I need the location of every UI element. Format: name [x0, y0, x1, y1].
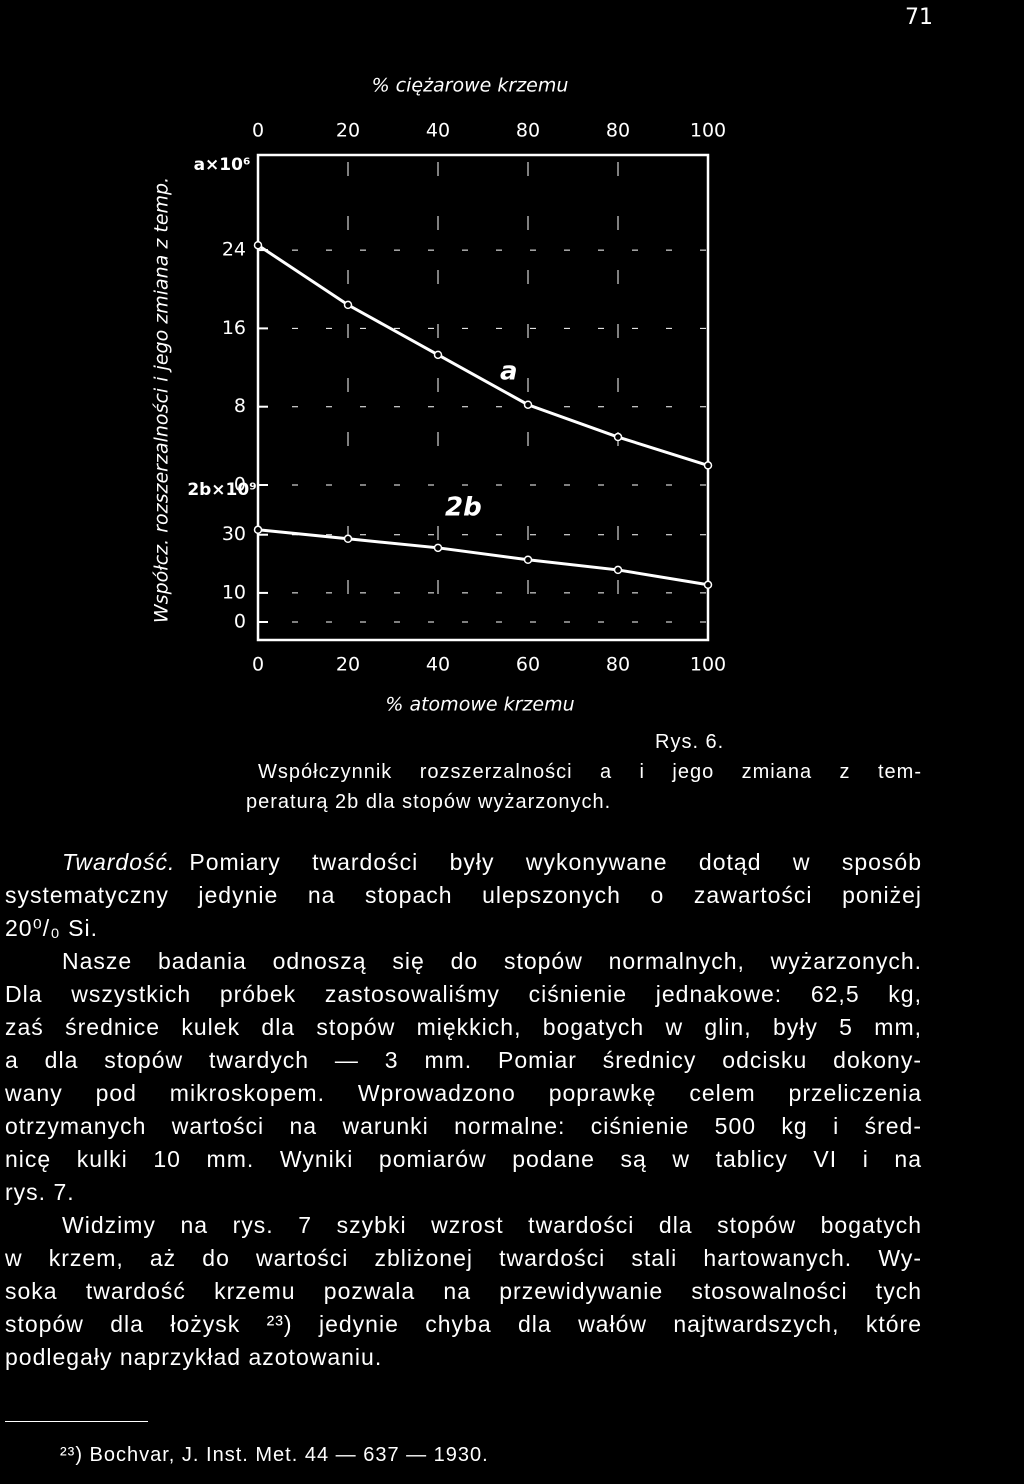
text-line: a dla stopów twardych — 3 mm. Pomiar śre…	[5, 1045, 922, 1075]
line-text: podlegały naprzykład azotowaniu.	[5, 1344, 383, 1370]
x2-axis-label: % ciężarowe krzemu	[372, 75, 569, 97]
text-line: podlegały naprzykład azotowaniu.	[5, 1342, 922, 1372]
x-tick-label: 0	[252, 654, 264, 676]
line-text: rys. 7.	[5, 1179, 75, 1205]
text-line: Nasze badania odnoszą się do stopów norm…	[62, 946, 922, 976]
line-text: systematyczny jedynie na stopach ulepszo…	[5, 882, 922, 908]
line-text: soka twardość krzemu pozwala na przewidy…	[5, 1278, 922, 1304]
line-text: zaś średnice kulek dla stopów miękkich, …	[5, 1014, 922, 1040]
data-point	[343, 300, 353, 310]
curve-annotation: a	[500, 357, 518, 387]
data-point	[253, 525, 263, 535]
x2-tick-label: 40	[426, 120, 450, 142]
x2-tick-label: 80	[606, 120, 630, 142]
data-point	[433, 543, 443, 553]
x2-tick-label: 100	[690, 120, 726, 142]
y-tick-label: 16	[222, 317, 246, 339]
data-point	[343, 534, 353, 544]
figure-label: Rys. 6.	[655, 731, 725, 753]
data-point	[703, 461, 713, 470]
y-axis-label: 2b×10⁹	[187, 480, 256, 500]
text-line: w krzem, aż do wartości zbliżonej twardo…	[5, 1243, 922, 1273]
footnote-rule	[5, 1421, 148, 1422]
y-tick-label: 30	[222, 523, 246, 545]
data-point	[523, 555, 533, 564]
data-point	[703, 580, 713, 590]
y-axis-label: a×10⁶	[194, 155, 251, 175]
text-line: nicę kulki 10 mm. Wyniki pomiarów podane…	[5, 1144, 922, 1174]
line-text: otrzymanych wartości na warunki normalne…	[5, 1113, 922, 1139]
text-line: systematyczny jedynie na stopach ulepszo…	[5, 880, 922, 910]
caption-line: peraturą 2b dla stopów wyżarzonych.	[246, 791, 612, 813]
x-tick-label: 100	[690, 654, 726, 676]
section-lead: Twardość.	[62, 849, 176, 875]
text-line: Dla wszystkich próbek zastosowaliśmy ciś…	[5, 979, 922, 1009]
text-line: zaś średnice kulek dla stopów miękkich, …	[5, 1012, 922, 1042]
footnote: ²³) Bochvar, J. Inst. Met. 44 — 637 — 19…	[60, 1444, 489, 1466]
text-line: Widzimy na rys. 7 szybki wzrost twardośc…	[62, 1210, 922, 1240]
y-tick-label: 8	[234, 395, 246, 417]
data-line	[257, 528, 709, 587]
text-line: soka twardość krzemu pozwala na przewidy…	[5, 1276, 922, 1306]
line-text: Widzimy na rys. 7 szybki wzrost twardośc…	[62, 1212, 922, 1238]
plot-frame	[256, 153, 710, 642]
line-text: Pomiary twardości były wykonywane dotąd …	[189, 849, 922, 875]
line-text: 20⁰/₀ Si.	[5, 915, 98, 941]
x-tick-label: 40	[426, 654, 450, 676]
text-line: Twardość. Pomiary twardości były wykonywa…	[62, 847, 922, 877]
curve-annotation: 2b	[445, 493, 482, 523]
text-line: stopów dla łożysk ²³) jedynie chyba dla …	[5, 1309, 922, 1339]
data-point	[613, 432, 623, 442]
line-text: stopów dla łożysk ²³) jedynie chyba dla …	[5, 1311, 922, 1337]
caption-line: Współczynnik rozszerzalności a i jego zm…	[258, 761, 922, 783]
text-line: wany pod mikroskopem. Wprowadzono popraw…	[5, 1078, 922, 1108]
text-line: otrzymanych wartości na warunki normalne…	[5, 1111, 922, 1141]
data-point	[523, 400, 533, 409]
x2-tick-label: 20	[336, 120, 360, 142]
x-tick-label: 20	[336, 654, 360, 676]
line-text: a dla stopów twardych — 3 mm. Pomiar śre…	[5, 1047, 922, 1073]
y-tick-label: 24	[222, 239, 246, 261]
line-text: Nasze badania odnoszą się do stopów norm…	[62, 948, 922, 974]
y-tick-label: 0	[234, 474, 246, 496]
data-line	[257, 243, 709, 467]
line-text: wany pod mikroskopem. Wprowadzono popraw…	[5, 1080, 922, 1106]
x-tick-label: 80	[606, 654, 630, 676]
x-tick-label: 60	[516, 654, 540, 676]
line-text: w krzem, aż do wartości zbliżonej twardo…	[5, 1245, 922, 1271]
line-text: nicę kulki 10 mm. Wyniki pomiarów podane…	[5, 1146, 922, 1172]
text-line: 20⁰/₀ Si.	[5, 913, 922, 943]
y-tick-label: 0	[234, 611, 246, 633]
side-title: Współcz. rozszerzalności i jego zmiana z…	[151, 177, 173, 623]
line-text: Dla wszystkich próbek zastosowaliśmy ciś…	[5, 981, 922, 1007]
data-point	[253, 240, 263, 250]
data-point	[433, 350, 443, 360]
x2-tick-label: 80	[516, 120, 540, 142]
data-point	[613, 565, 623, 575]
x2-tick-label: 0	[252, 120, 264, 142]
text-line: rys. 7.	[5, 1177, 922, 1207]
y-tick-label: 10	[222, 581, 246, 603]
page-number: 71	[905, 5, 933, 30]
x-axis-label: % atomowe krzemu	[385, 694, 574, 716]
